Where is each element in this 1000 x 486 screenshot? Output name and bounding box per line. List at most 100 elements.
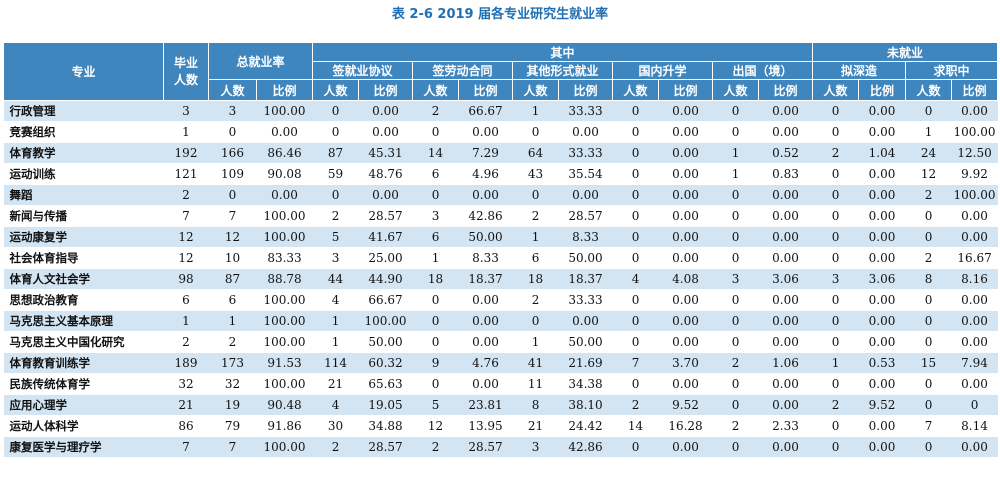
cell-contract-count: 87 <box>312 142 359 164</box>
cell-contract-count: 4 <box>312 289 359 311</box>
header-count: 人数 <box>712 79 760 101</box>
header-ratio: 比例 <box>255 79 314 101</box>
cell-labor-ratio: 0.00 <box>458 373 513 395</box>
cell-domestic-study-ratio: 16.28 <box>658 415 713 437</box>
cell-abroad-ratio: 1.06 <box>758 352 813 374</box>
cell-major: 康复医学与理疗学 <box>3 436 164 458</box>
cell-job-seeking-ratio: 8.16 <box>951 268 998 290</box>
cell-labor-ratio: 0.00 <box>458 310 513 332</box>
cell-domestic-study-count: 0 <box>612 226 659 248</box>
cell-abroad-count: 0 <box>712 394 759 416</box>
cell-domestic-study-count: 0 <box>612 289 659 311</box>
cell-labor-count: 6 <box>412 163 459 185</box>
header-overall-rate: 总就业率 <box>207 42 314 80</box>
cell-abroad-ratio: 0.00 <box>758 226 813 248</box>
cell-employed-count: 19 <box>208 394 257 416</box>
cell-plan-study-ratio: 0.00 <box>858 205 906 227</box>
cell-employed-ratio: 91.53 <box>256 352 313 374</box>
cell-labor-count: 0 <box>412 373 459 395</box>
cell-job-seeking-count: 2 <box>905 247 952 269</box>
cell-employed-count: 166 <box>208 142 257 164</box>
cell-job-seeking-count: 0 <box>905 100 952 122</box>
cell-other-count: 18 <box>512 268 559 290</box>
cell-plan-study-ratio: 1.04 <box>858 142 906 164</box>
cell-labor-count: 0 <box>412 289 459 311</box>
cell-domestic-study-ratio: 0.00 <box>658 121 713 143</box>
cell-domestic-study-ratio: 9.52 <box>658 394 713 416</box>
cell-major: 体育教育训练学 <box>3 352 164 374</box>
cell-abroad-count: 1 <box>712 163 759 185</box>
cell-plan-study-count: 0 <box>812 310 859 332</box>
cell-plan-study-count: 0 <box>812 373 859 395</box>
cell-major: 运动训练 <box>3 163 164 185</box>
cell-job-seeking-ratio: 0.00 <box>951 373 998 395</box>
cell-employed-ratio: 100.00 <box>256 205 313 227</box>
cell-plan-study-count: 2 <box>812 142 859 164</box>
cell-contract-count: 1 <box>312 310 359 332</box>
cell-other-ratio: 28.57 <box>558 205 613 227</box>
cell-labor-count: 0 <box>412 331 459 353</box>
cell-employed-count: 79 <box>208 415 257 437</box>
cell-domestic-study-count: 0 <box>612 436 659 458</box>
table-row: 舞蹈 2 0 0.00 0 0.00 0 0.00 0 0.00 0 0.00 0 0.00 0 0.00 2 1… <box>3 184 998 206</box>
cell-employed-count: 12 <box>208 226 257 248</box>
cell-contract-ratio: 28.57 <box>358 205 413 227</box>
header-count: 人数 <box>512 79 560 101</box>
cell-contract-ratio: 66.67 <box>358 289 413 311</box>
cell-labor-ratio: 4.96 <box>458 163 513 185</box>
cell-contract-ratio: 34.88 <box>358 415 413 437</box>
cell-contract-count: 5 <box>312 226 359 248</box>
cell-job-seeking-ratio: 0.00 <box>951 205 998 227</box>
cell-other-ratio: 24.42 <box>558 415 613 437</box>
cell-abroad-count: 0 <box>712 247 759 269</box>
cell-domestic-study-ratio: 0.00 <box>658 289 713 311</box>
header-count: 人数 <box>312 79 360 101</box>
cell-plan-study-count: 0 <box>812 436 859 458</box>
table-row: 体育教育训练学 189 173 91.53 114 60.32 9 4.76 41 21.69 7 3… <box>3 352 998 374</box>
cell-other-count: 43 <box>512 163 559 185</box>
cell-job-seeking-count: 0 <box>905 310 952 332</box>
cell-labor-count: 0 <box>412 184 459 206</box>
cell-labor-ratio: 23.81 <box>458 394 513 416</box>
cell-contract-ratio: 0.00 <box>358 184 413 206</box>
cell-labor-ratio: 0.00 <box>458 289 513 311</box>
cell-job-seeking-count: 0 <box>905 436 952 458</box>
header-plan-study: 拟深造 <box>812 61 907 80</box>
cell-job-seeking-ratio: 0.00 <box>951 100 998 122</box>
cell-job-seeking-ratio: 0.00 <box>951 331 998 353</box>
header-domestic-study: 国内升学 <box>612 61 714 80</box>
cell-plan-study-count: 0 <box>812 205 859 227</box>
cell-job-seeking-ratio: 100.00 <box>951 121 998 143</box>
cell-abroad-count: 0 <box>712 100 759 122</box>
cell-abroad-count: 0 <box>712 289 759 311</box>
header-ratio: 比例 <box>558 79 614 101</box>
cell-other-count: 64 <box>512 142 559 164</box>
cell-labor-count: 0 <box>412 310 459 332</box>
cell-other-count: 0 <box>512 184 559 206</box>
cell-other-ratio: 33.33 <box>558 100 613 122</box>
cell-abroad-ratio: 0.00 <box>758 247 813 269</box>
cell-plan-study-count: 0 <box>812 184 859 206</box>
cell-domestic-study-ratio: 0.00 <box>658 436 713 458</box>
cell-labor-count: 5 <box>412 394 459 416</box>
cell-domestic-study-ratio: 0.00 <box>658 100 713 122</box>
cell-graduates: 3 <box>163 100 209 122</box>
cell-contract-count: 3 <box>312 247 359 269</box>
cell-labor-ratio: 0.00 <box>458 184 513 206</box>
cell-plan-study-count: 2 <box>812 394 859 416</box>
cell-abroad-count: 2 <box>712 415 759 437</box>
cell-employed-ratio: 0.00 <box>256 121 313 143</box>
cell-major: 应用心理学 <box>3 394 164 416</box>
cell-other-count: 1 <box>512 100 559 122</box>
cell-job-seeking-count: 0 <box>905 373 952 395</box>
cell-employed-count: 87 <box>208 268 257 290</box>
header-other: 其他形式就业 <box>512 61 614 80</box>
cell-employed-count: 6 <box>208 289 257 311</box>
header-ratio: 比例 <box>758 79 814 101</box>
cell-job-seeking-count: 0 <box>905 226 952 248</box>
cell-labor-ratio: 42.86 <box>458 205 513 227</box>
cell-major: 思想政治教育 <box>3 289 164 311</box>
cell-contract-count: 59 <box>312 163 359 185</box>
cell-domestic-study-ratio: 3.70 <box>658 352 713 374</box>
cell-graduates: 1 <box>163 121 209 143</box>
